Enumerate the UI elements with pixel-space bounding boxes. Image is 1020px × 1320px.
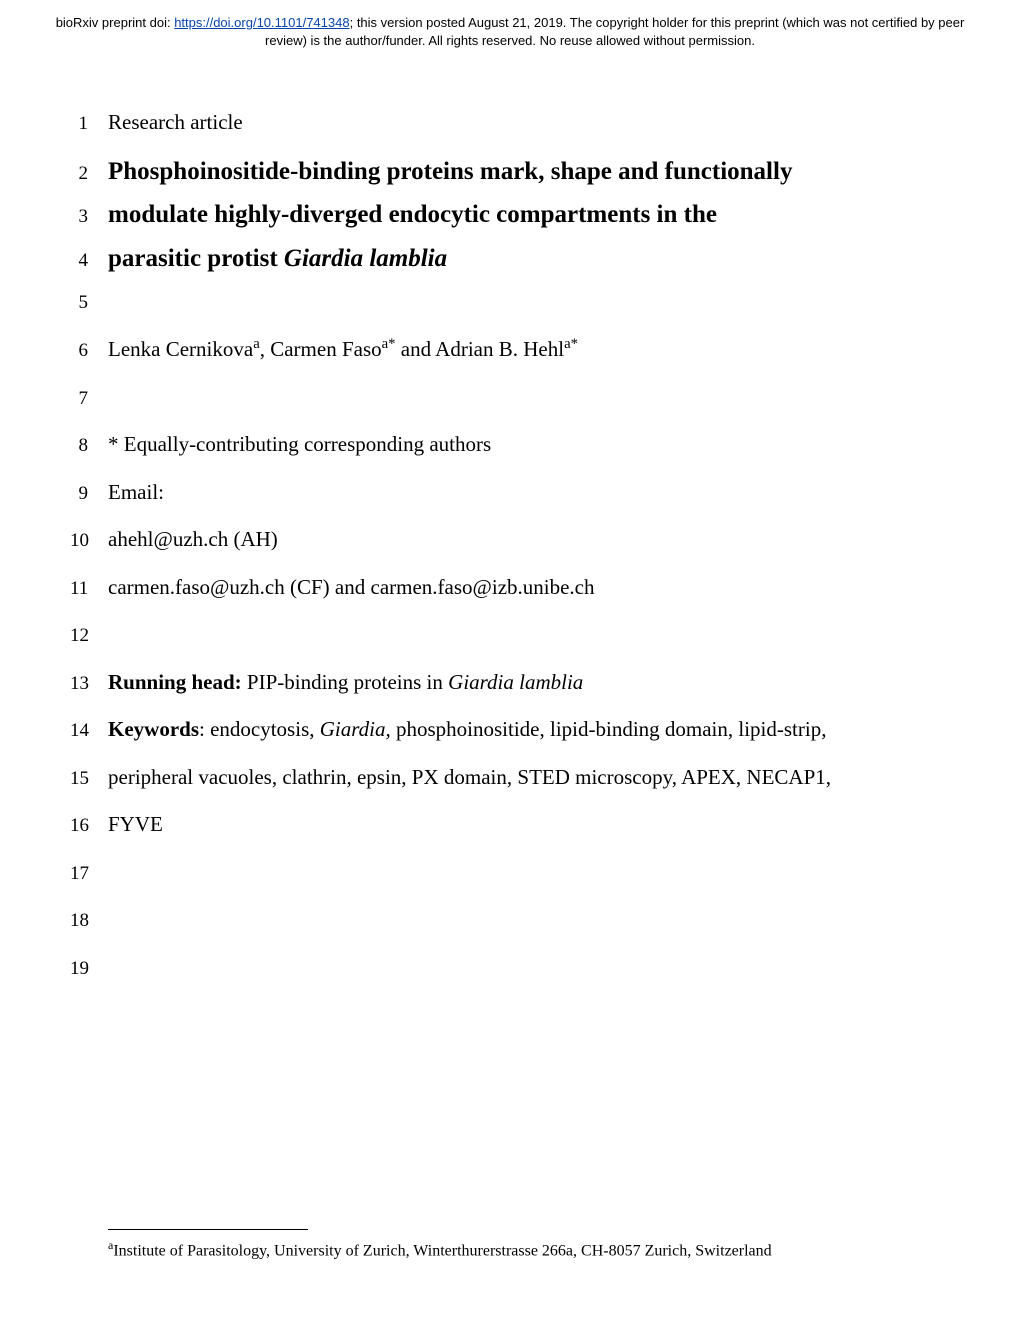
line-1: 1 Research article (70, 107, 950, 139)
line-19: 19 (70, 952, 950, 984)
line-number: 16 (70, 815, 108, 837)
line-3: 3 modulate highly-diverged endocytic com… (70, 198, 950, 232)
footnote-body: Institute of Parasitology, University of… (113, 1242, 771, 1259)
line-13: 13 Running head: PIP-binding proteins in… (70, 667, 950, 699)
keywords-label: Keywords (108, 717, 199, 741)
keywords-part: : endocytosis, (199, 717, 320, 741)
line-number: 7 (70, 388, 108, 410)
line-17: 17 (70, 857, 950, 889)
header-prefix: bioRxiv preprint doi: (56, 15, 175, 30)
line-6: 6 Lenka Cernikovaa, Carmen Fasoa* and Ad… (70, 333, 950, 366)
article-type: Research article (108, 107, 243, 139)
blank-line (108, 286, 113, 318)
line-18: 18 (70, 904, 950, 936)
keywords-line-1: Keywords: endocytosis, Giardia, phosphoi… (108, 714, 826, 746)
author-1: Lenka Cernikova (108, 337, 253, 361)
manuscript-body: 1 Research article 2 Phosphoinositide-bi… (0, 57, 1020, 983)
keywords-part: phosphoinositide, lipid-binding domain, … (391, 717, 827, 741)
title-line-1: Phosphoinositide-binding proteins mark, … (108, 155, 792, 189)
line-number: 11 (70, 578, 108, 600)
line-number: 2 (70, 163, 108, 185)
line-11: 11 carmen.faso@uzh.ch (CF) and carmen.fa… (70, 572, 950, 604)
line-14: 14 Keywords: endocytosis, Giardia, phosp… (70, 714, 950, 746)
header-rest: ; this version posted August 21, 2019. T… (265, 15, 964, 48)
keywords-species: Giardia, (320, 717, 391, 741)
line-number: 9 (70, 483, 108, 505)
doi-link[interactable]: https://doi.org/10.1101/741348 (174, 15, 349, 30)
author-3: and Adrian B. Hehl (396, 337, 565, 361)
line-number: 18 (70, 910, 108, 932)
line-2: 2 Phosphoinositide-binding proteins mark… (70, 155, 950, 189)
title-line-2: modulate highly-diverged endocytic compa… (108, 198, 717, 232)
line-16: 16 FYVE (70, 809, 950, 841)
affil-sup: a* (382, 336, 396, 352)
line-10: 10 ahehl@uzh.ch (AH) (70, 524, 950, 556)
title-species: Giardia lamblia (284, 245, 447, 272)
line-15: 15 peripheral vacuoles, clathrin, epsin,… (70, 762, 950, 794)
authors: Lenka Cernikovaa, Carmen Fasoa* and Adri… (108, 333, 578, 366)
line-number: 12 (70, 625, 108, 647)
running-head-species: Giardia lamblia (448, 670, 583, 694)
running-head-label: Running head: (108, 670, 242, 694)
line-12: 12 (70, 619, 950, 651)
line-number: 8 (70, 435, 108, 457)
line-number: 6 (70, 340, 108, 362)
line-8: 8 * Equally-contributing corresponding a… (70, 429, 950, 461)
email-2: carmen.faso@uzh.ch (CF) and carmen.faso@… (108, 572, 595, 604)
footnote: aInstitute of Parasitology, University o… (108, 1238, 950, 1260)
line-5: 5 (70, 286, 950, 318)
line-number: 14 (70, 720, 108, 742)
title-line-3: parasitic protist Giardia lamblia (108, 242, 447, 276)
running-head-text: PIP-binding proteins in (242, 670, 449, 694)
blank-line (108, 619, 113, 651)
title-part: parasitic protist (108, 245, 284, 272)
line-number: 17 (70, 863, 108, 885)
line-number: 4 (70, 250, 108, 272)
keywords-line-2: peripheral vacuoles, clathrin, epsin, PX… (108, 762, 831, 794)
line-9: 9 Email: (70, 477, 950, 509)
line-number: 10 (70, 530, 108, 552)
blank-line (108, 952, 113, 984)
line-number: 13 (70, 673, 108, 695)
contrib-note: * Equally-contributing corresponding aut… (108, 429, 491, 461)
line-number: 19 (70, 958, 108, 980)
line-number: 5 (70, 292, 108, 314)
line-number: 1 (70, 113, 108, 135)
line-7: 7 (70, 382, 950, 414)
footnote-section: aInstitute of Parasitology, University o… (108, 1229, 950, 1260)
keywords-line-3: FYVE (108, 809, 163, 841)
blank-line (108, 382, 113, 414)
email-label: Email: (108, 477, 164, 509)
blank-line (108, 904, 113, 936)
footnote-rule (108, 1229, 308, 1230)
line-number: 3 (70, 206, 108, 228)
line-number: 15 (70, 768, 108, 790)
running-head: Running head: PIP-binding proteins in Gi… (108, 667, 583, 699)
preprint-header: bioRxiv preprint doi: https://doi.org/10… (0, 0, 1020, 57)
author-2: , Carmen Faso (260, 337, 382, 361)
blank-line (108, 857, 113, 889)
line-4: 4 parasitic protist Giardia lamblia (70, 242, 950, 276)
affil-sup: a* (564, 336, 578, 352)
email-1: ahehl@uzh.ch (AH) (108, 524, 278, 556)
